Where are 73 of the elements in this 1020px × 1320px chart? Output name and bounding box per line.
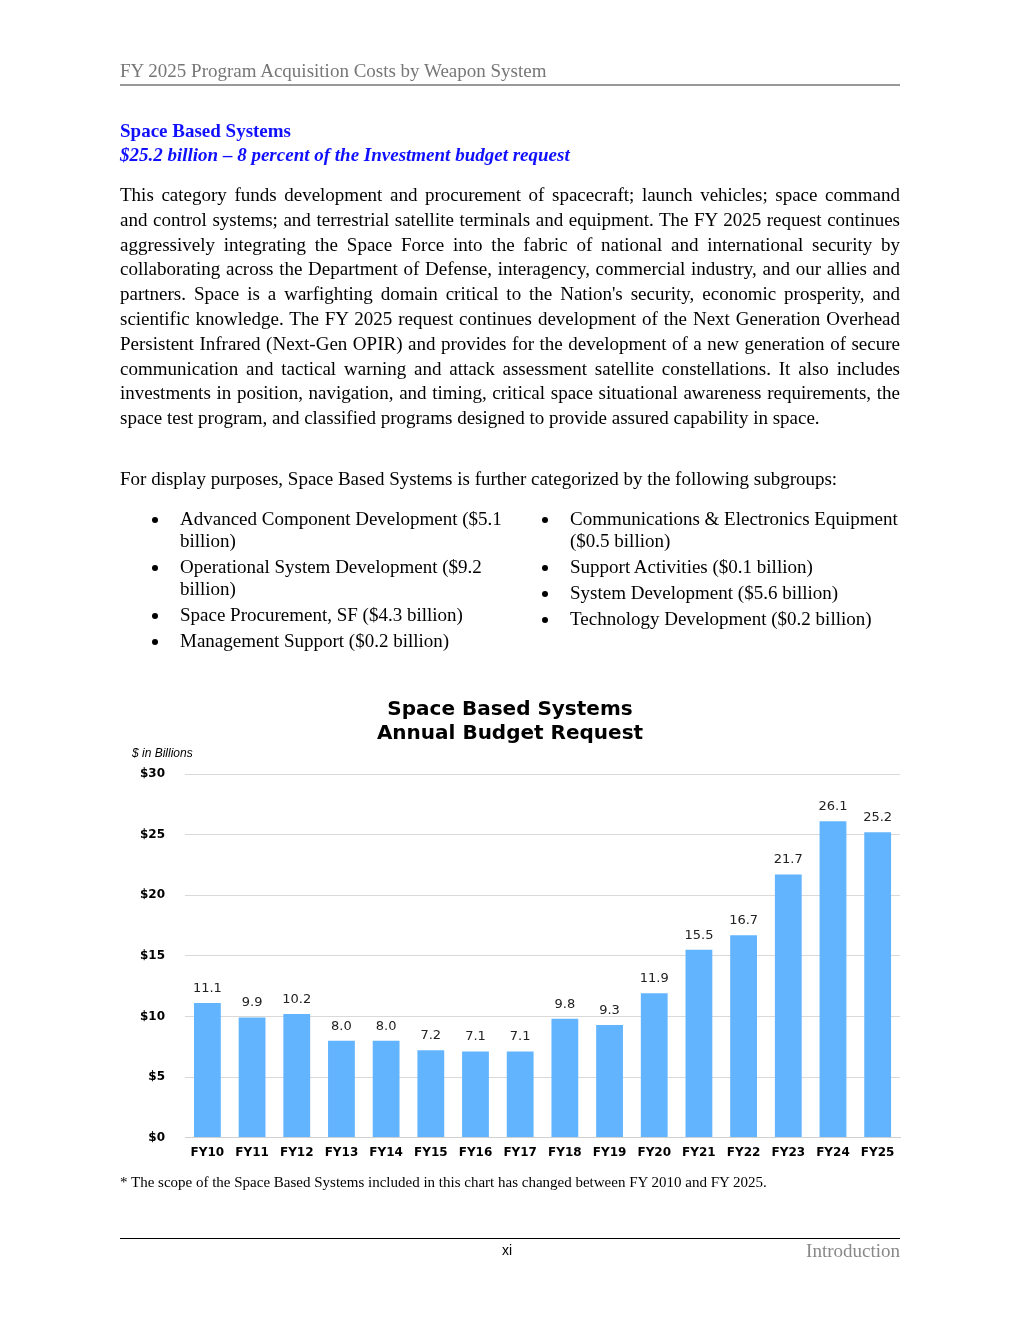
data-label: 26.1 bbox=[818, 798, 848, 814]
y-tick-label: $25 bbox=[139, 826, 166, 841]
x-tick-label: FY24 bbox=[816, 1144, 850, 1159]
text: Space Procurement, SF ($4.3 billion) bbox=[180, 604, 463, 626]
y-axis-title: $ in Billions bbox=[131, 746, 193, 761]
bar bbox=[462, 1051, 489, 1138]
bar bbox=[328, 1040, 355, 1138]
data-label: 7.1 bbox=[465, 1028, 486, 1044]
data-label: 11.1 bbox=[192, 979, 222, 995]
x-tick-label: FY21 bbox=[682, 1144, 716, 1159]
y-tick-label: $15 bbox=[139, 947, 166, 962]
text: $25.2 billion – 8 percent of the Investment budget request bbox=[120, 144, 572, 166]
text: Operational System Development ($9.2 billion) bbox=[180, 556, 483, 600]
x-tick-label: FY25 bbox=[860, 1144, 895, 1159]
data-label: 8.0 bbox=[375, 1017, 397, 1033]
text: xi bbox=[502, 1242, 513, 1258]
text: Technology Development ($0.2 billion) bbox=[570, 608, 872, 630]
y-tick-label: $20 bbox=[139, 887, 166, 902]
data-label: 16.7 bbox=[729, 912, 759, 928]
data-label: 10.2 bbox=[282, 990, 312, 1006]
data-label: 9.9 bbox=[241, 994, 263, 1010]
x-tick-label: FY22 bbox=[726, 1144, 761, 1159]
x-tick-label: FY17 bbox=[503, 1144, 537, 1159]
bar bbox=[283, 1013, 311, 1138]
x-tick-label: FY23 bbox=[771, 1144, 806, 1159]
x-tick-label: FY19 bbox=[592, 1144, 627, 1159]
x-tick-label: FY13 bbox=[324, 1144, 359, 1159]
text: System Development ($5.6 billion) bbox=[570, 582, 839, 604]
y-tick-label: $0 bbox=[148, 1129, 166, 1144]
y-tick-label: $30 bbox=[139, 766, 166, 781]
text: For display purposes, Space Based Systems is further categorized by the following subgroups: bbox=[120, 468, 839, 490]
y-tick-label: $5 bbox=[148, 1069, 166, 1084]
y-tick-label: $10 bbox=[139, 1008, 166, 1023]
text: Introduction bbox=[805, 1240, 900, 1262]
bar bbox=[596, 1024, 623, 1138]
bar bbox=[372, 1040, 400, 1138]
bar bbox=[551, 1018, 579, 1138]
data-label: 8.0 bbox=[331, 1017, 352, 1033]
data-label: 11.9 bbox=[639, 970, 669, 986]
chart-title: Space Based Systems Annual Budget Request bbox=[376, 696, 644, 745]
text: Management Support ($0.2 billion) bbox=[180, 630, 450, 652]
bar bbox=[417, 1050, 445, 1138]
text: Support Activities ($0.1 billion) bbox=[570, 556, 813, 578]
x-tick-label: FY15 bbox=[414, 1144, 448, 1159]
x-tick-label: FY12 bbox=[279, 1144, 314, 1159]
x-tick-label: FY18 bbox=[548, 1144, 582, 1159]
text: This category funds development and procurement of spacecraft; launch vehicles; space command and control systems; and terrestrial satellite terminals and equipment. The FY 2025 request continues aggressively integrating the Space Force into the fabric of national and international security by collaborating across the Department of Defense, interagency, commercial industry, and our allies and partners. Space is a warfighting domain critical to the Nation's security, economic prosperity, and scientific knowledge. The FY 2025 request continues development of the Next Generation Overhead Persistent Infrared (Next-Gen OPIR) and provides for the development of a new generation of secure communication and tactical warning and attack assessment satellite constellations. It also includes investments in position, navigation, and timing, critical space situational awareness requirements, the space test program, and classified programs designed to provide assured capability in space. bbox=[120, 184, 900, 429]
bar bbox=[193, 1003, 221, 1138]
data-label: 7.1 bbox=[509, 1028, 531, 1044]
data-label: 9.3 bbox=[599, 1001, 620, 1017]
text: Advanced Component Development ($5.1 billion) bbox=[180, 508, 503, 552]
bar bbox=[774, 874, 802, 1138]
data-label: 7.2 bbox=[420, 1027, 442, 1043]
x-tick-label: FY20 bbox=[637, 1144, 672, 1159]
data-label: 15.5 bbox=[684, 926, 714, 942]
text: Communications & Electronics Equipment ($0.5 billion) bbox=[570, 508, 899, 552]
x-tick-label: FY14 bbox=[369, 1144, 403, 1159]
x-tick-label: FY10 bbox=[190, 1144, 225, 1159]
bar bbox=[819, 821, 847, 1138]
bar bbox=[640, 993, 668, 1138]
bar bbox=[506, 1051, 534, 1138]
bar bbox=[238, 1017, 266, 1138]
bar bbox=[864, 832, 892, 1138]
bar bbox=[730, 935, 758, 1138]
data-label: 9.8 bbox=[554, 995, 576, 1011]
x-tick-label: FY11 bbox=[235, 1144, 269, 1159]
x-tick-label: FY16 bbox=[458, 1144, 493, 1159]
text: Space Based Systems bbox=[120, 120, 292, 142]
text: * The scope of the Space Based Systems included in this chart has changed between FY 2010 and FY 2025. bbox=[120, 1174, 768, 1191]
data-label: 25.2 bbox=[863, 809, 893, 825]
data-label: 21.7 bbox=[773, 851, 803, 867]
bar bbox=[685, 949, 713, 1138]
text: FY 2025 Program Acquisition Costs by Weapon System bbox=[120, 60, 900, 86]
